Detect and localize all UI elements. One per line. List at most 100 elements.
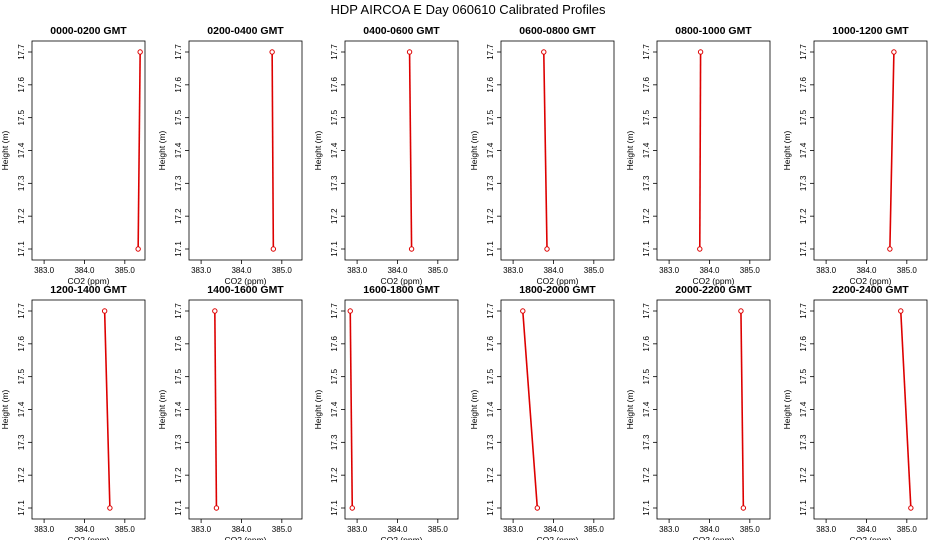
y-tick-label: 17.4 bbox=[330, 142, 339, 158]
y-tick-label: 17.4 bbox=[17, 401, 26, 417]
x-tick-label: 385.0 bbox=[740, 525, 761, 534]
x-tick-label: 383.0 bbox=[191, 525, 212, 534]
panel-title: 1600-1800 GMT bbox=[363, 284, 440, 296]
y-tick-label: 17.4 bbox=[17, 142, 26, 158]
y-tick-label: 17.5 bbox=[799, 109, 808, 125]
y-tick-label: 17.4 bbox=[486, 401, 495, 417]
profile-panel: 0200-0400 GMT 383.0 384.0 385.0 17.1 17.2 17.3… bbox=[157, 25, 303, 286]
x-tick-label: 383.0 bbox=[659, 525, 680, 534]
y-tick-label: 17.4 bbox=[486, 142, 495, 158]
profile-panel: 1400-1600 GMT 383.0 384.0 385.0 17.1 17.2 17.3… bbox=[157, 284, 303, 540]
x-tick-label: 384.0 bbox=[231, 525, 252, 534]
y-tick-label: 17.2 bbox=[486, 467, 495, 483]
y-tick-label: 17.3 bbox=[642, 434, 651, 450]
profile-line bbox=[889, 51, 895, 250]
y-tick-label: 17.3 bbox=[330, 175, 339, 191]
panel-title: 2200-2400 GMT bbox=[832, 284, 909, 296]
x-axis-label: CO2 (ppm) bbox=[224, 535, 266, 540]
profile-point bbox=[891, 49, 897, 55]
y-tick-label: 17.1 bbox=[642, 241, 651, 257]
y-tick-label: 17.2 bbox=[330, 467, 339, 483]
y-tick-label: 17.1 bbox=[174, 241, 183, 257]
y-tick-label: 17.3 bbox=[17, 434, 26, 450]
y-tick-label: 17.4 bbox=[642, 142, 651, 158]
plot-frame bbox=[31, 299, 146, 520]
y-tick-label: 17.6 bbox=[174, 336, 183, 352]
x-tick-label: 385.0 bbox=[272, 525, 293, 534]
profile-point bbox=[213, 505, 220, 511]
x-tick-label: 384.0 bbox=[856, 525, 877, 534]
panel-title: 1000-1200 GMT bbox=[832, 25, 909, 37]
profile-point bbox=[212, 308, 218, 314]
x-tick-label: 383.0 bbox=[34, 266, 55, 275]
y-tick-label: 17.5 bbox=[799, 368, 808, 384]
panel-title: 1800-2000 GMT bbox=[519, 284, 596, 296]
profile-line bbox=[542, 51, 548, 250]
panel-title: 0600-0800 GMT bbox=[519, 25, 596, 37]
y-tick-label: 17.6 bbox=[174, 77, 183, 93]
y-axis-label: Height (m) bbox=[0, 131, 10, 171]
profile-point bbox=[107, 505, 113, 511]
y-tick-label: 17.6 bbox=[642, 336, 651, 352]
x-tick-label: 385.0 bbox=[897, 525, 918, 534]
panel-title: 0800-1000 GMT bbox=[675, 25, 752, 37]
y-tick-label: 17.6 bbox=[799, 77, 808, 93]
x-tick-label: 384.0 bbox=[856, 266, 877, 275]
x-tick-label: 383.0 bbox=[34, 525, 55, 534]
y-tick-label: 17.3 bbox=[642, 175, 651, 191]
y-tick-label: 17.2 bbox=[642, 467, 651, 483]
y-tick-label: 17.5 bbox=[174, 109, 183, 125]
y-tick-label: 17.6 bbox=[17, 336, 26, 352]
profile-point bbox=[898, 308, 904, 314]
x-tick-label: 383.0 bbox=[347, 525, 368, 534]
profile-point bbox=[520, 308, 526, 314]
x-tick-label: 385.0 bbox=[584, 525, 605, 534]
profile-line bbox=[349, 310, 354, 509]
y-tick-label: 17.7 bbox=[174, 303, 183, 319]
y-tick-label: 17.7 bbox=[799, 303, 808, 319]
plot-frame bbox=[656, 299, 771, 520]
profile-line bbox=[899, 310, 912, 509]
y-tick-label: 17.4 bbox=[330, 401, 339, 417]
y-tick-label: 17.5 bbox=[330, 109, 339, 125]
profile-line bbox=[214, 310, 218, 509]
x-tick-label: 385.0 bbox=[115, 266, 136, 275]
y-tick-label: 17.4 bbox=[799, 401, 808, 417]
x-tick-label: 384.0 bbox=[699, 525, 720, 534]
profile-line bbox=[740, 310, 745, 509]
y-tick-label: 17.5 bbox=[17, 109, 26, 125]
x-tick-label: 383.0 bbox=[191, 266, 212, 275]
x-axis-label: CO2 (ppm) bbox=[849, 535, 891, 540]
plot-frame bbox=[344, 40, 459, 261]
x-tick-label: 385.0 bbox=[272, 266, 293, 275]
y-axis-label: Height (m) bbox=[625, 131, 635, 171]
profile-line bbox=[271, 51, 275, 250]
x-axis-label: CO2 (ppm) bbox=[224, 276, 266, 286]
y-tick-label: 17.7 bbox=[486, 303, 495, 319]
profile-panel: 0800-1000 GMT 383.0 384.0 385.0 17.1 17.2 17.3… bbox=[625, 25, 771, 286]
y-tick-label: 17.5 bbox=[486, 368, 495, 384]
panel-title: 2000-2200 GMT bbox=[675, 284, 752, 296]
y-tick-label: 17.2 bbox=[486, 208, 495, 224]
profile-line bbox=[408, 51, 413, 250]
y-tick-label: 17.5 bbox=[486, 109, 495, 125]
y-tick-label: 17.6 bbox=[486, 77, 495, 93]
y-tick-label: 17.1 bbox=[799, 500, 808, 516]
x-tick-label: 384.0 bbox=[74, 525, 95, 534]
profile-point bbox=[135, 246, 141, 252]
y-tick-label: 17.1 bbox=[642, 500, 651, 516]
plot-frame bbox=[500, 40, 615, 261]
y-tick-label: 17.4 bbox=[642, 401, 651, 417]
profile-point bbox=[740, 505, 747, 511]
x-tick-label: 385.0 bbox=[428, 525, 449, 534]
x-tick-label: 385.0 bbox=[584, 266, 605, 275]
plot-frame bbox=[188, 299, 303, 520]
figure-title: HDP AIRCOA E Day 060610 Calibrated Profi… bbox=[330, 2, 606, 17]
profile-point bbox=[738, 308, 744, 314]
y-tick-label: 17.7 bbox=[17, 44, 26, 60]
x-tick-label: 385.0 bbox=[115, 525, 136, 534]
x-tick-label: 384.0 bbox=[74, 266, 95, 275]
y-tick-label: 17.6 bbox=[486, 336, 495, 352]
y-tick-label: 17.6 bbox=[330, 77, 339, 93]
y-tick-label: 17.3 bbox=[174, 434, 183, 450]
